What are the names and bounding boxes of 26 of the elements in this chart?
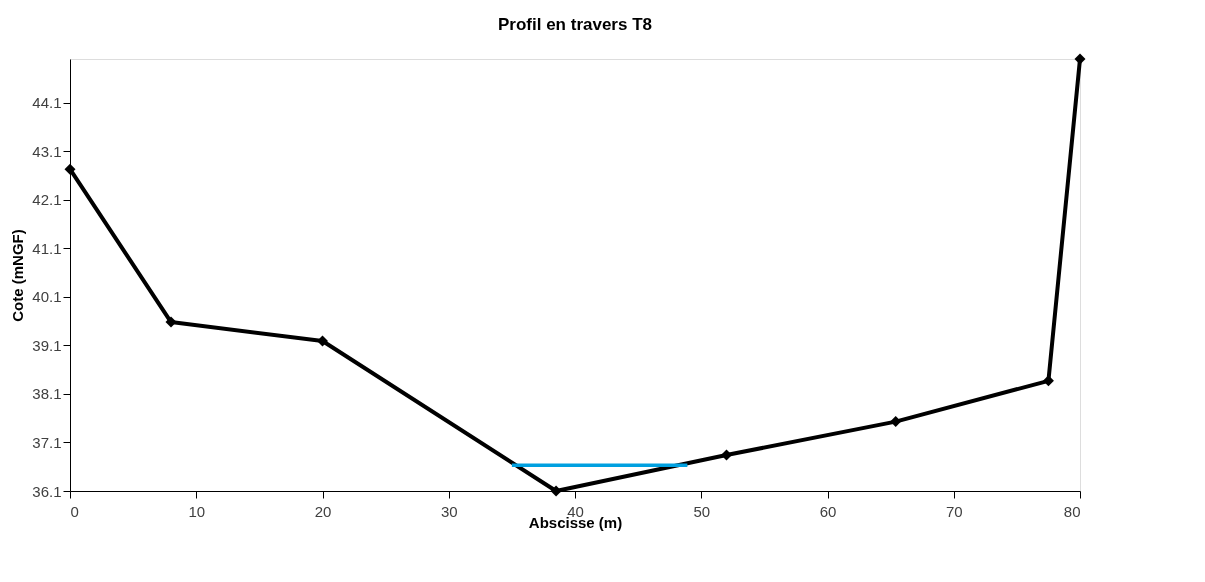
x-tick-label: 70 (945, 502, 963, 520)
y-tick-label: 38.1 (32, 385, 62, 403)
y-tick-label: 42.1 (32, 191, 62, 209)
y-tick-label: 37.1 (32, 433, 62, 451)
y-tick-label: 41.1 (32, 239, 62, 257)
point (64, 163, 76, 175)
y-tick-label: 44.1 (32, 94, 62, 112)
x-tick-label: 50 (693, 502, 711, 520)
point (1074, 53, 1086, 65)
x-tick-label: 10 (188, 502, 206, 520)
point (890, 416, 902, 428)
point (1042, 375, 1054, 387)
chart-title: Profil en travers T8 (497, 14, 653, 34)
x-tick-label: 60 (819, 502, 837, 520)
x-tick-label: 80 (1063, 502, 1081, 520)
point (165, 316, 177, 328)
point (550, 485, 562, 497)
point (721, 449, 732, 461)
y-tick-label: 39.1 (32, 336, 62, 354)
y-tick-label: 43.1 (32, 142, 62, 160)
y-tick-label: 40.1 (32, 288, 62, 306)
x-tick-label: 20 (314, 502, 332, 520)
x-tick-label: 30 (440, 502, 458, 520)
y-axis-title: Cote (mNGF) (9, 229, 27, 322)
y-tick-label: 36.1 (32, 482, 62, 500)
x-tick-label: 0 (70, 502, 79, 520)
